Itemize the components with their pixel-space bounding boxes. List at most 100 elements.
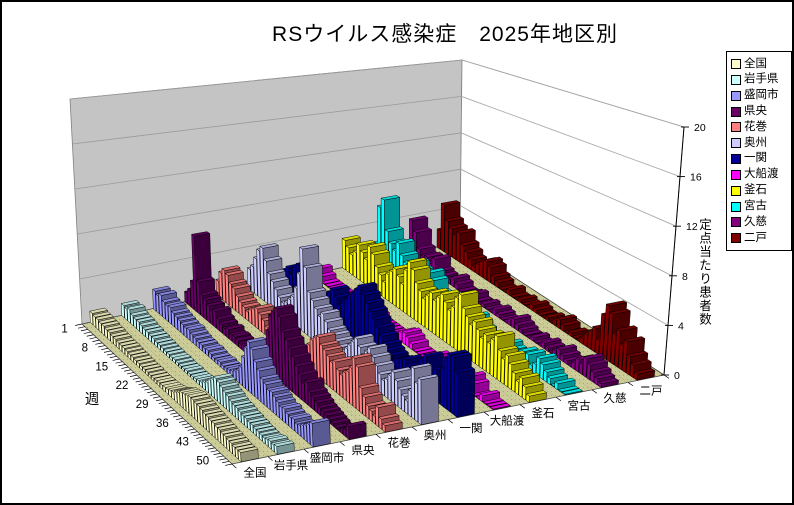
bar-face <box>511 367 533 374</box>
bar-face <box>287 343 308 350</box>
week-axis-tick <box>75 323 83 326</box>
bar-face <box>447 352 451 413</box>
bar-face <box>375 401 396 408</box>
week-axis-tick <box>129 374 137 377</box>
week-axis-tick <box>219 458 227 461</box>
bar-face <box>511 313 532 320</box>
week-axis-tick <box>106 353 114 356</box>
series-axis-tick <box>555 396 562 402</box>
bar-face <box>336 368 340 396</box>
series-axis-tick <box>375 434 381 439</box>
bar-face <box>299 244 319 250</box>
bar-face <box>118 339 138 347</box>
week-axis-tick <box>225 463 233 466</box>
bar-face <box>136 316 155 323</box>
bar-face <box>148 330 167 337</box>
bar-face <box>303 262 323 269</box>
bar-face <box>453 296 459 351</box>
week-axis-tick <box>199 439 207 442</box>
bar-face <box>517 294 538 301</box>
bar-face <box>416 348 436 355</box>
bar-face <box>145 326 164 333</box>
bar-face <box>560 320 581 327</box>
legend-label: 奥州 <box>744 136 767 149</box>
bar-face <box>568 327 589 334</box>
bar-face <box>443 356 448 410</box>
week-axis-tick <box>176 417 184 421</box>
bar-face <box>364 297 385 304</box>
bar-face <box>191 231 211 237</box>
week-axis-title: 週 <box>85 391 100 408</box>
bar-face <box>374 360 395 367</box>
legend-item: 釜石 <box>731 184 789 197</box>
bar-face <box>206 300 225 307</box>
bar-face <box>436 228 441 250</box>
bar-face <box>421 297 426 328</box>
week-tick-label: 50 <box>196 456 209 468</box>
legend-swatch <box>731 90 741 101</box>
legend-item: 全国 <box>731 58 789 71</box>
week-axis-tick <box>167 409 175 412</box>
bar-face <box>507 362 513 390</box>
bar-face <box>345 369 350 404</box>
legend-swatch <box>731 154 741 165</box>
bar-face <box>89 307 108 314</box>
legend-swatch <box>731 138 741 149</box>
bar-face <box>163 346 183 353</box>
legend-swatch <box>731 185 741 196</box>
series-axis-tick <box>663 374 670 379</box>
bar-face <box>320 406 341 413</box>
bar-face <box>354 333 375 340</box>
bar-face <box>243 412 264 420</box>
bar-face <box>254 303 274 310</box>
bar-face <box>326 351 347 358</box>
bar-face <box>454 278 474 285</box>
bar-face <box>229 437 250 444</box>
bar-face <box>171 307 190 314</box>
bar-face <box>558 385 579 392</box>
bar-face <box>320 308 341 315</box>
bar-face <box>217 356 237 363</box>
bar-face <box>167 305 172 325</box>
bar-face <box>273 284 293 291</box>
bar-face <box>616 325 638 332</box>
bar-face <box>583 332 588 348</box>
bar-face <box>275 396 296 403</box>
bar-face <box>249 344 270 351</box>
bar-face <box>192 333 212 340</box>
bar-face <box>294 360 315 367</box>
bar-face <box>161 300 166 320</box>
bar-face <box>322 345 343 352</box>
bar-face <box>261 318 265 335</box>
bar-face <box>374 262 394 268</box>
bar-face <box>482 397 504 405</box>
bar-face <box>367 245 371 289</box>
bar-face <box>306 287 327 294</box>
bar-face <box>341 238 346 271</box>
bar-face <box>396 274 400 310</box>
series-axis-tick <box>339 441 345 446</box>
bar-face <box>518 376 523 398</box>
bar-face <box>522 381 544 388</box>
bar-face <box>104 324 123 331</box>
bar-face <box>263 378 283 385</box>
bar-face <box>215 313 235 320</box>
bar-face <box>440 203 445 253</box>
week-axis-tick <box>158 401 166 404</box>
legend-label: 花巻 <box>744 120 767 133</box>
week-axis-tick <box>141 385 149 388</box>
bar-face <box>429 287 449 294</box>
bar-face <box>223 430 244 437</box>
week-axis-tick <box>115 361 123 364</box>
bar-face <box>539 362 544 380</box>
bar-face <box>269 386 290 393</box>
week-axis-tick <box>150 393 158 396</box>
bar-face <box>529 332 551 339</box>
bar-face <box>186 324 206 331</box>
bar-face <box>630 359 652 366</box>
bar-face <box>476 324 497 331</box>
series-axis-tick <box>267 456 273 461</box>
bar-face <box>234 443 256 451</box>
legend-item: 盛岡市 <box>731 89 789 102</box>
